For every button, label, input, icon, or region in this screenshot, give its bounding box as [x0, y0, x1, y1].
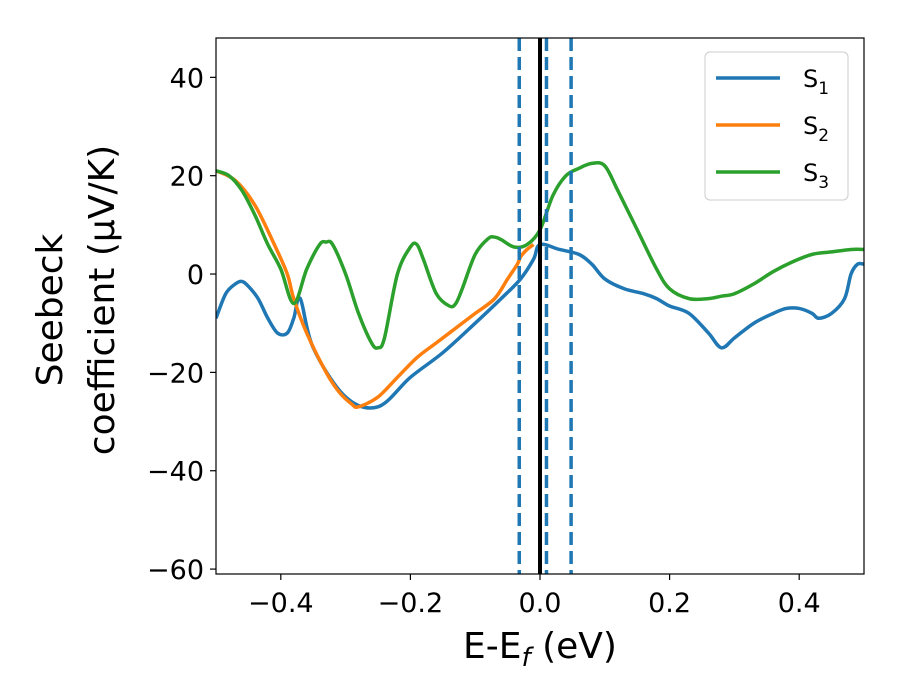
legend-label-s2: S2: [803, 112, 829, 146]
legend-label-s3: S3: [803, 159, 829, 193]
y-axis-label-line1: Seebeck: [30, 233, 71, 386]
y-tick-label: 40: [170, 63, 204, 94]
y-tick-label: −40: [147, 457, 204, 488]
y-tick-label: −60: [147, 555, 204, 586]
series-line-s3: [216, 161, 864, 350]
series-line-s2: [216, 169, 535, 410]
x-tick-label: 0.0: [519, 588, 562, 619]
y-tick-label: −20: [147, 358, 204, 389]
y-axis: 40 20 0 −20 −40 −60: [147, 63, 216, 586]
y-tick-label: 0: [187, 260, 204, 291]
x-tick-label: −0.4: [248, 588, 314, 619]
x-axis-label: E-Ef (eV): [463, 626, 617, 673]
reference-lines-layer: [517, 38, 573, 574]
y-axis-label-line2: coefficient (μV/K): [82, 145, 123, 455]
x-tick-label: 0.2: [648, 588, 691, 619]
x-tick-label: 0.4: [778, 588, 821, 619]
x-axis: −0.4 −0.2 0.0 0.2 0.4: [248, 574, 821, 619]
x-tick-label: −0.2: [378, 588, 444, 619]
legend-label-s1: S1: [803, 65, 829, 99]
y-tick-label: 20: [170, 162, 204, 193]
legend: S1 S2 S3: [704, 51, 849, 201]
